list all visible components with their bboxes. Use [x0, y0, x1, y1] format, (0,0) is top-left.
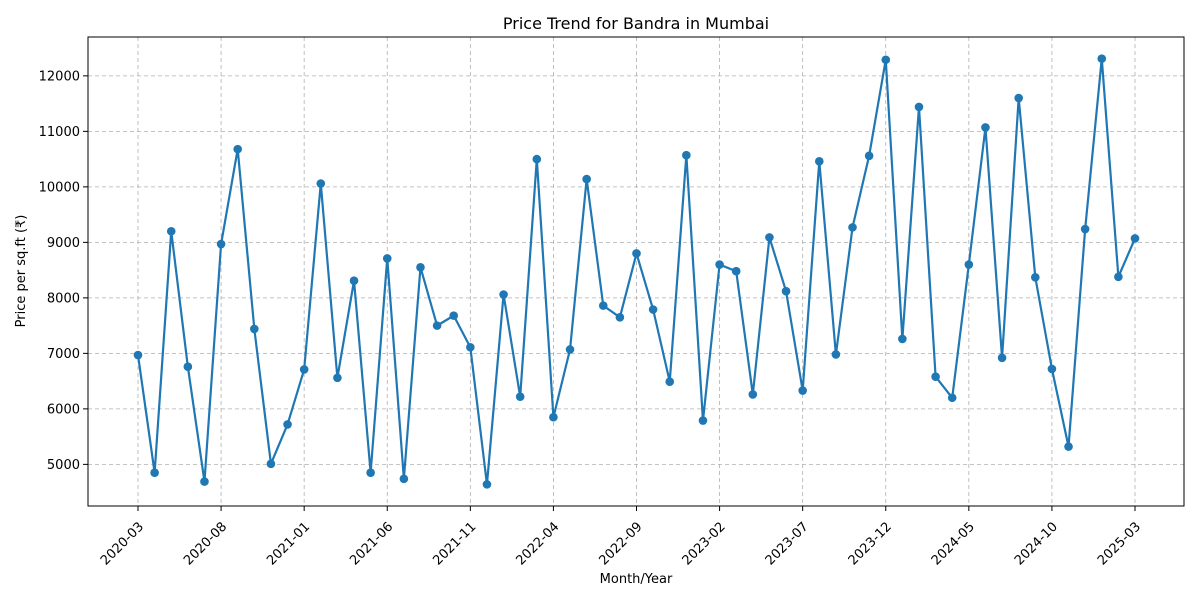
data-point [814, 157, 824, 166]
data-point [765, 233, 774, 242]
data-point [349, 276, 359, 285]
data-point [831, 350, 841, 359]
data-point [200, 477, 209, 486]
data-point [1114, 272, 1123, 282]
data-point [150, 468, 159, 477]
data-point [133, 350, 143, 360]
data-point [333, 373, 342, 383]
data-point [864, 151, 874, 161]
data-point [964, 260, 974, 269]
data-point [283, 420, 292, 429]
data-point [532, 154, 542, 164]
data-point [382, 254, 392, 263]
data-point [1097, 54, 1107, 63]
data-point [931, 372, 940, 381]
data-point [582, 174, 591, 184]
data-point [615, 312, 625, 322]
data-point [981, 123, 990, 132]
plot-frame [87, 36, 1185, 507]
y-tick-label: 10000 [39, 180, 80, 195]
data-point [266, 459, 276, 469]
data-point [648, 305, 658, 314]
data-point [565, 345, 575, 354]
data-point [1130, 234, 1140, 243]
data-point [233, 144, 242, 154]
data-point [898, 334, 907, 344]
x-axis-label: Month/Year [600, 572, 673, 587]
data-point [166, 226, 176, 236]
data-point [698, 416, 708, 425]
data-point [250, 324, 259, 334]
data-point [781, 286, 791, 296]
data-point [316, 179, 326, 188]
data-point [731, 266, 741, 276]
data-point [1047, 364, 1057, 374]
data-point [449, 311, 459, 320]
y-tick-label: 9000 [47, 236, 80, 251]
data-point [299, 365, 309, 374]
chart-title: Price Trend for Bandra in Mumbai [503, 14, 769, 33]
data-point [798, 386, 807, 395]
data-point [1031, 273, 1040, 282]
data-point [432, 321, 442, 330]
data-point [183, 362, 193, 371]
y-tick-label: 11000 [39, 125, 80, 140]
data-point [499, 290, 508, 299]
data-point [216, 239, 226, 249]
data-point [715, 260, 724, 269]
y-tick-label: 5000 [47, 458, 80, 473]
y-tick-label: 8000 [47, 291, 80, 306]
data-point [632, 249, 641, 258]
data-point [416, 263, 425, 272]
data-points [133, 54, 1140, 489]
data-point [1014, 93, 1023, 103]
y-tick-label: 6000 [47, 402, 80, 417]
data-point [466, 342, 475, 352]
y-tick-label: 7000 [47, 347, 80, 362]
data-point [665, 377, 675, 386]
data-point [482, 480, 492, 489]
data-point [947, 393, 957, 403]
data-point [549, 412, 558, 422]
data-point [515, 392, 525, 401]
data-point [748, 390, 758, 399]
data-point [366, 468, 375, 477]
data-point [399, 474, 409, 484]
y-axis-label: Price per sq.ft (₹) [14, 215, 29, 328]
data-point [881, 55, 891, 65]
data-point [997, 353, 1007, 363]
data-point [914, 102, 924, 112]
data-point [598, 301, 608, 310]
data-point [1064, 442, 1073, 451]
y-tick-label: 12000 [39, 69, 80, 84]
data-point [848, 223, 857, 232]
data-point [682, 150, 691, 160]
data-point [1080, 224, 1090, 234]
